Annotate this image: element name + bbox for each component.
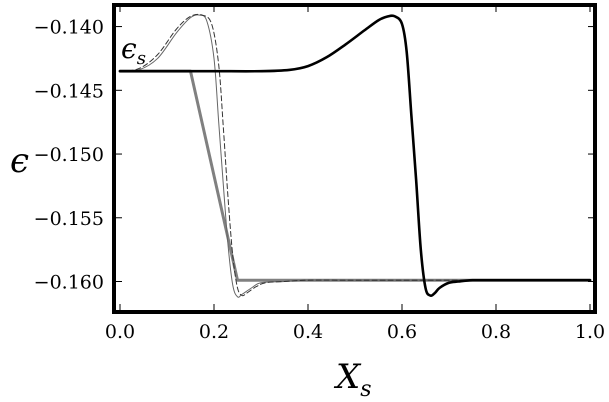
- y-tick-label: −0.155: [34, 208, 104, 230]
- series-line-solid-gray: [118, 69, 592, 282]
- series-line-thin: [119, 14, 591, 298]
- x-axis-label-sub: s: [360, 377, 371, 402]
- epsilon-s-annotation: ϵs: [121, 32, 146, 69]
- series-line-dashed: [119, 13, 591, 297]
- series-line-solid-thick: [118, 14, 592, 298]
- y-axis-label: ϵ: [10, 141, 29, 181]
- series-layer: [118, 13, 592, 298]
- y-tick-label: −0.160: [34, 272, 104, 294]
- annotation-sub: s: [137, 48, 146, 69]
- plot-frame: [112, 3, 597, 314]
- x-tick-label: 0.0: [105, 321, 135, 343]
- y-tick-label: −0.140: [34, 17, 104, 39]
- y-tick-labels: −0.140 −0.145 −0.150 −0.155 −0.160: [34, 17, 104, 294]
- x-tick-label: 1.0: [575, 321, 605, 343]
- annotation-main: ϵ: [121, 32, 137, 65]
- y-tick-label: −0.150: [34, 144, 104, 166]
- x-tick-label: 0.4: [293, 321, 323, 343]
- ticks-layer: [114, 5, 595, 312]
- x-axis-label-main: X: [333, 357, 362, 397]
- x-tick-label: 0.2: [199, 321, 229, 343]
- x-tick-labels: 0.0 0.2 0.4 0.6 0.8 1.0: [105, 321, 605, 343]
- x-tick-label: 0.8: [481, 321, 511, 343]
- x-axis-label: Xs: [333, 357, 372, 402]
- x-tick-label: 0.6: [387, 321, 417, 343]
- y-tick-label: −0.145: [34, 80, 104, 102]
